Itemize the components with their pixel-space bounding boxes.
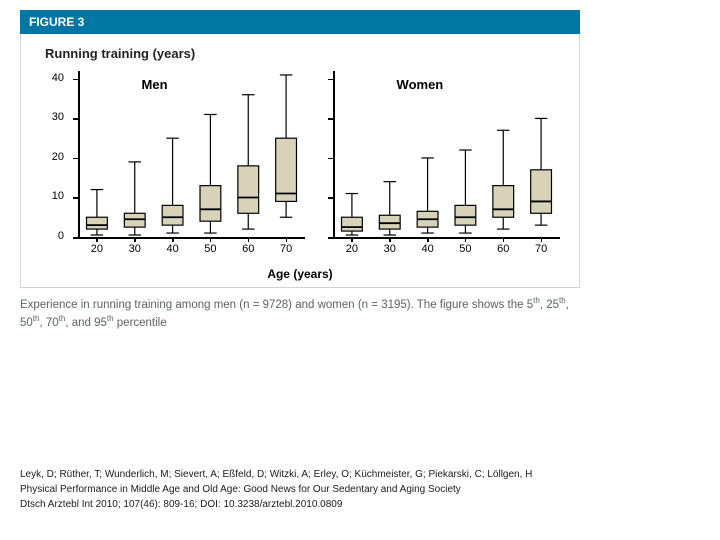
- x-tick-label: 70: [535, 243, 547, 255]
- boxplot-chart: 010203040Men203040506070Women20304050607…: [40, 65, 560, 265]
- caption-sup: th: [533, 296, 540, 305]
- x-tick-label: 60: [497, 243, 509, 255]
- x-tick: [541, 237, 543, 242]
- x-tick-label: 40: [421, 243, 433, 255]
- figure-caption: Experience in running training among men…: [20, 295, 580, 331]
- figure-header: FIGURE 3: [20, 10, 580, 34]
- figure-container: FIGURE 3 Running training (years) 010203…: [20, 10, 580, 288]
- caption-sup: th: [559, 296, 566, 305]
- boxplot-svg: [40, 65, 560, 265]
- x-tick: [503, 237, 505, 242]
- x-axis-label: Age (years): [31, 267, 569, 281]
- chart-box: Running training (years) 010203040Men203…: [20, 34, 580, 288]
- citation-ref: Dtsch Arztebl Int 2010; 107(46): 809-16;…: [20, 497, 700, 512]
- caption-text: , 70: [39, 317, 58, 329]
- citation-block: Leyk, D; Rüther, T; Wunderlich, M; Sieve…: [20, 467, 700, 512]
- caption-text: percentile: [114, 317, 167, 329]
- caption-text: , and 95: [65, 317, 107, 329]
- citation-title: Physical Performance in Middle Age and O…: [20, 482, 700, 497]
- citation-authors: Leyk, D; Rüther, T; Wunderlich, M; Sieve…: [20, 467, 700, 482]
- y-axis-title: Running training (years): [45, 46, 569, 61]
- x-tick-label: 30: [384, 243, 396, 255]
- caption-text: , 25: [540, 299, 559, 311]
- x-tick: [465, 237, 467, 242]
- x-tick: [351, 237, 353, 242]
- caption-sup: th: [107, 314, 114, 323]
- x-tick-label: 20: [346, 243, 358, 255]
- x-tick-label: 50: [459, 243, 471, 255]
- x-tick: [427, 237, 429, 242]
- caption-text: Experience in running training among men…: [20, 299, 533, 311]
- x-tick: [389, 237, 391, 242]
